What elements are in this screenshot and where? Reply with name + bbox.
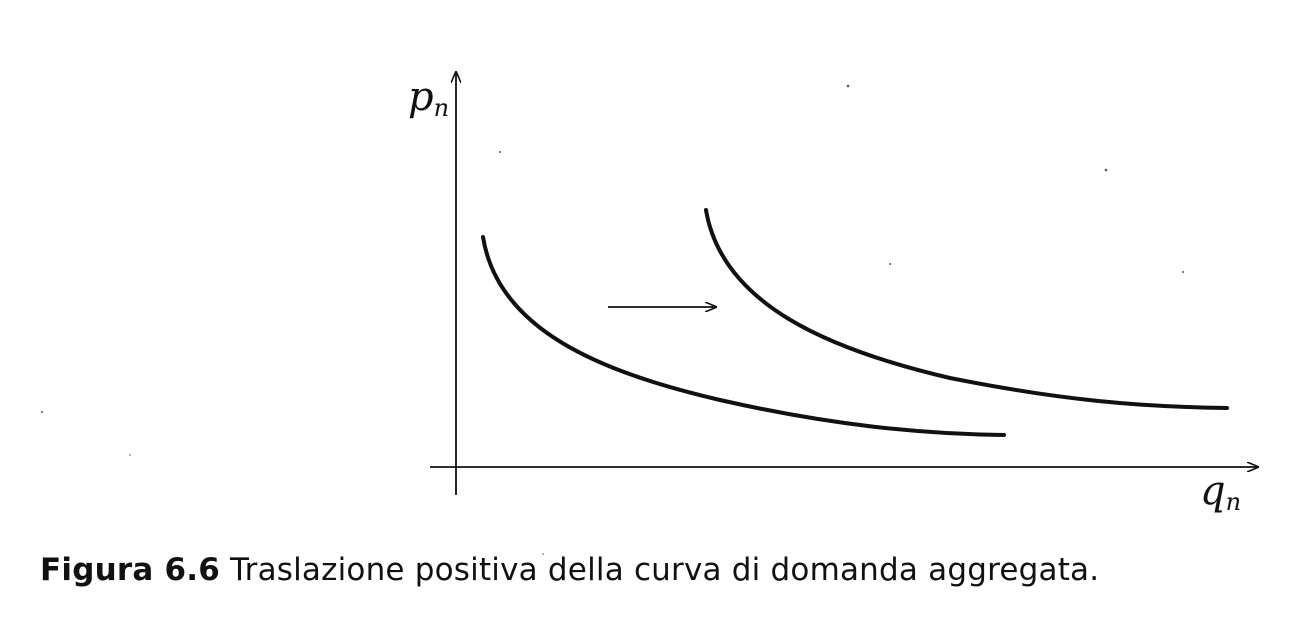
scan-specks bbox=[41, 84, 1184, 555]
y-axis-label-sub: n bbox=[434, 94, 449, 122]
x-axis-label: qn bbox=[1200, 468, 1241, 516]
figure-caption: Figura 6.6 Traslazione positiva della cu… bbox=[40, 552, 1099, 588]
caption-text: Traslazione positiva della curva di doma… bbox=[219, 552, 1100, 588]
y-axis-label-main: p bbox=[408, 74, 434, 120]
y-axis-label: pn bbox=[408, 74, 449, 122]
x-axis-label-main: q bbox=[1200, 468, 1226, 514]
shifted-demand-curve bbox=[704, 208, 1229, 410]
caption-label: Figura 6.6 bbox=[40, 552, 220, 588]
original-demand-curve bbox=[481, 235, 1006, 437]
x-axis-label-sub: n bbox=[1226, 488, 1241, 516]
